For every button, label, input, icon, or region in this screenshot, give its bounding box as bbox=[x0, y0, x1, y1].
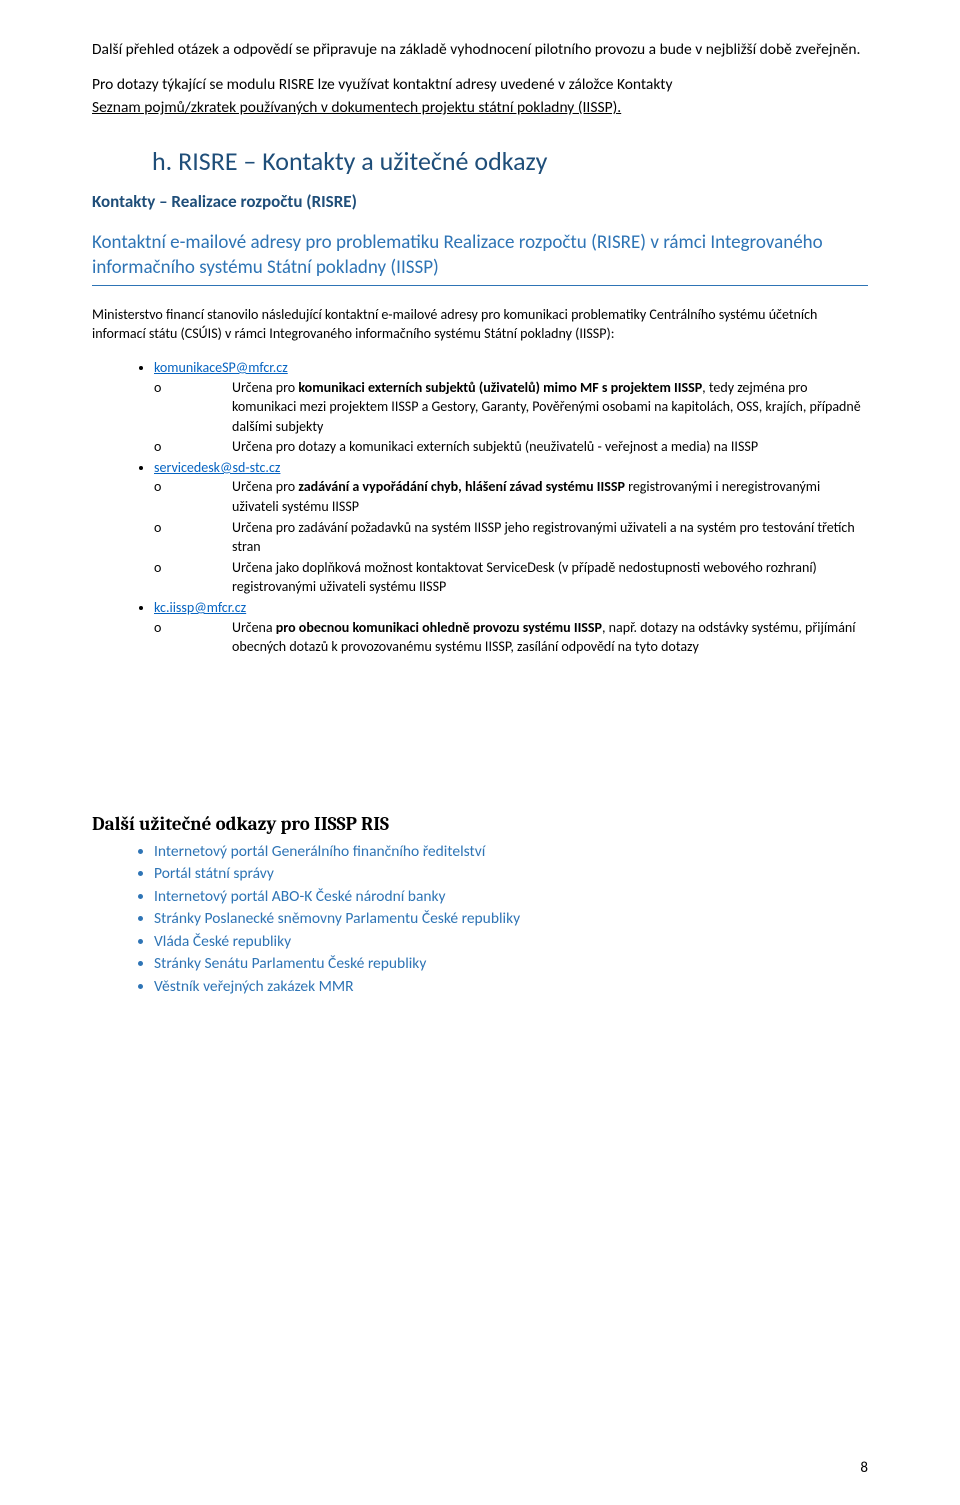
useful-link-item[interactable]: Stránky Senátu Parlamentu České republik… bbox=[154, 953, 868, 975]
useful-link-item[interactable]: Věstník veřejných zakázek MMR bbox=[154, 976, 868, 998]
contact-point: oUrčena pro komunikaci externích subjekt… bbox=[154, 378, 868, 437]
useful-link-item[interactable]: Internetový portál Generálního finančníh… bbox=[154, 841, 868, 863]
contact-point-text: Určena pro komunikaci externích subjektů… bbox=[232, 378, 868, 437]
contact-item: kc.iissp@mfcr.cz oUrčena pro obecnou komu… bbox=[154, 598, 868, 657]
contact-point: oUrčena pro zadávání požadavků na systém… bbox=[154, 518, 868, 557]
intro-paragraph-1: Další přehled otázek a odpovědí se připr… bbox=[92, 40, 868, 61]
contact-point-text: Určena jako doplňková možnost kontaktova… bbox=[232, 558, 868, 597]
useful-link-item[interactable]: Portál státní správy bbox=[154, 863, 868, 885]
useful-link-item[interactable]: Vláda České republiky bbox=[154, 931, 868, 953]
contact-points: oUrčena pro zadávání a vypořádání chyb, … bbox=[154, 477, 868, 597]
bullet-circle-icon: o bbox=[154, 437, 232, 457]
contact-point: oUrčena pro obecnou komunikaci ohledně p… bbox=[154, 618, 868, 657]
contact-point-text: Určena pro zadávání požadavků na systém … bbox=[232, 518, 868, 557]
bullet-circle-icon: o bbox=[154, 618, 232, 657]
intro-paragraph-2: Pro dotazy týkající se modulu RISRE lze … bbox=[92, 75, 868, 96]
contact-point: oUrčena pro zadávání a vypořádání chyb, … bbox=[154, 477, 868, 516]
useful-link-item[interactable]: Internetový portál ABO-K České národní b… bbox=[154, 886, 868, 908]
section-description: Ministerstvo financí stanovilo následují… bbox=[92, 306, 868, 344]
bullet-circle-icon: o bbox=[154, 558, 232, 597]
bullet-circle-icon: o bbox=[154, 518, 232, 557]
section-subtitle: Kontakty – Realizace rozpočtu (RISRE) bbox=[92, 191, 868, 212]
section-heading-h: h. RISRE – Kontakty a užitečné odkazy bbox=[152, 145, 868, 177]
lead-heading-wrap: Kontaktní e-mailové adresy pro problemat… bbox=[92, 230, 868, 286]
contact-point-text: Určena pro dotazy a komunikaci externích… bbox=[232, 437, 868, 457]
intro-link-glossary[interactable]: Seznam pojmů/zkratek používaných v dokum… bbox=[92, 98, 868, 117]
document-page: Další přehled otázek a odpovědí se připr… bbox=[0, 0, 960, 1505]
lead-heading: Kontaktní e-mailové adresy pro problemat… bbox=[92, 230, 868, 286]
contacts-list: komunikaceSP@mfcr.czoUrčena pro komunika… bbox=[92, 358, 868, 657]
bullet-circle-icon: o bbox=[154, 477, 232, 516]
contact-point: oUrčena pro dotazy a komunikaci externíc… bbox=[154, 437, 868, 457]
contact-point-text: Určena pro obecnou komunikaci ohledně pr… bbox=[232, 618, 868, 657]
contact-points: oUrčena pro komunikaci externích subjekt… bbox=[154, 378, 868, 457]
contact-points: oUrčena pro obecnou komunikaci ohledně p… bbox=[154, 618, 868, 657]
contact-email-link[interactable]: servicedesk@sd-stc.cz bbox=[154, 459, 280, 476]
contact-email-link[interactable]: kc.iissp@mfcr.cz bbox=[154, 599, 246, 616]
vertical-gap bbox=[92, 663, 868, 813]
contact-email-link[interactable]: komunikaceSP@mfcr.cz bbox=[154, 359, 288, 376]
contact-item: servicedesk@sd-stc.czoUrčena pro zadáván… bbox=[154, 458, 868, 597]
contact-item: komunikaceSP@mfcr.cz oUrčena pro komunika… bbox=[154, 358, 868, 457]
page-number: 8 bbox=[860, 1459, 868, 1477]
contact-point-text: Určena pro zadávání a vypořádání chyb, h… bbox=[232, 477, 868, 516]
useful-links-list: Internetový portál Generálního finančníh… bbox=[92, 841, 868, 998]
bullet-circle-icon: o bbox=[154, 378, 232, 437]
useful-link-item[interactable]: Stránky Poslanecké sněmovny Parlamentu Č… bbox=[154, 908, 868, 930]
contact-point: oUrčena jako doplňková možnost kontaktov… bbox=[154, 558, 868, 597]
links-section-title: Další užitečné odkazy pro IISSP RIS bbox=[92, 813, 868, 835]
